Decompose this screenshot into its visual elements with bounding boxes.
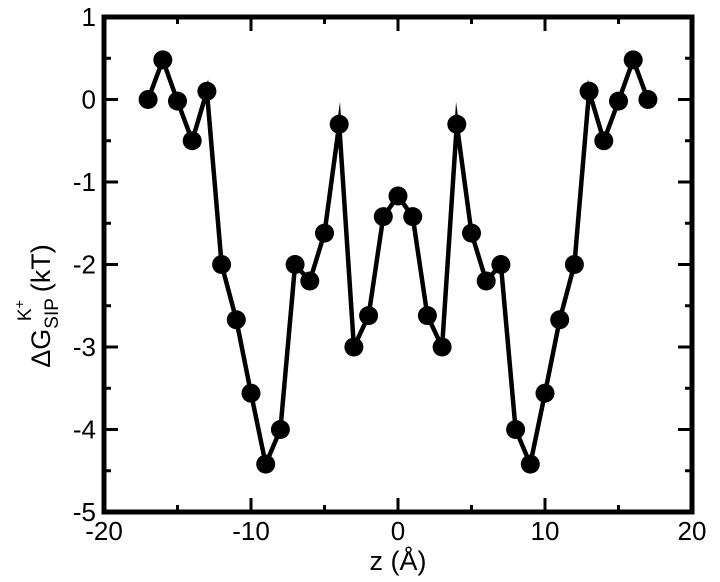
y-tick-label: -3 bbox=[73, 332, 96, 362]
data-point bbox=[344, 337, 364, 357]
data-point bbox=[388, 186, 408, 206]
data-point bbox=[153, 50, 173, 70]
y-tick-labels: -5 -4 -3 -2 -1 0 1 bbox=[73, 2, 96, 527]
data-point bbox=[241, 383, 261, 403]
data-point bbox=[462, 223, 481, 243]
data-series bbox=[138, 50, 658, 474]
data-point bbox=[535, 383, 555, 403]
x-tick-labels: -20 -10 0 10 20 bbox=[85, 516, 706, 546]
data-point bbox=[373, 207, 393, 227]
data-point bbox=[300, 271, 320, 291]
data-point bbox=[212, 255, 232, 274]
data-point bbox=[638, 90, 658, 109]
y-tick-label: -4 bbox=[73, 415, 96, 445]
data-point bbox=[447, 114, 467, 134]
data-point bbox=[359, 306, 379, 326]
data-point bbox=[182, 131, 202, 151]
y-tick-label: -5 bbox=[73, 497, 96, 527]
data-point bbox=[520, 454, 540, 474]
y-tick-label: -2 bbox=[73, 250, 96, 280]
x-tick-label: 0 bbox=[391, 516, 405, 546]
x-tick-label: 10 bbox=[531, 516, 560, 546]
y-tick-label: -1 bbox=[73, 167, 96, 197]
data-point bbox=[138, 90, 158, 109]
plot-frame bbox=[101, 14, 695, 515]
data-point bbox=[256, 454, 276, 474]
data-point bbox=[491, 255, 511, 274]
data-point bbox=[594, 131, 614, 151]
data-point bbox=[550, 310, 570, 330]
data-point bbox=[623, 50, 643, 70]
data-point bbox=[476, 271, 496, 291]
y-label-base: ΔG bbox=[26, 329, 56, 368]
y-axis-label: ΔGSIP K+ (kT) bbox=[11, 244, 63, 368]
data-point bbox=[506, 420, 526, 439]
y-label-superscript-ion: K bbox=[15, 308, 36, 321]
data-point bbox=[417, 306, 437, 326]
y-label-superscript-charge: + bbox=[11, 300, 27, 308]
x-tick-label: -10 bbox=[232, 516, 270, 546]
data-point bbox=[579, 81, 599, 101]
x-tick-label: 20 bbox=[678, 516, 707, 546]
y-tick-label: 1 bbox=[82, 2, 96, 32]
data-point bbox=[329, 114, 349, 134]
x-tick-label: -20 bbox=[85, 516, 123, 546]
y-label-unit: (kT) bbox=[26, 244, 56, 292]
y-tick-label: 0 bbox=[82, 85, 96, 115]
data-point bbox=[432, 337, 452, 357]
x-axis-label: z (Å) bbox=[370, 545, 427, 576]
data-point bbox=[285, 255, 305, 274]
y-label-subscript: SIP bbox=[42, 298, 63, 329]
data-point bbox=[197, 81, 217, 101]
data-point bbox=[270, 420, 290, 439]
data-point bbox=[564, 255, 584, 274]
data-point bbox=[403, 207, 423, 227]
data-point bbox=[315, 223, 334, 243]
data-point bbox=[226, 310, 246, 330]
data-point bbox=[168, 91, 187, 111]
axis-ticks bbox=[102, 15, 694, 514]
data-point bbox=[609, 91, 628, 111]
